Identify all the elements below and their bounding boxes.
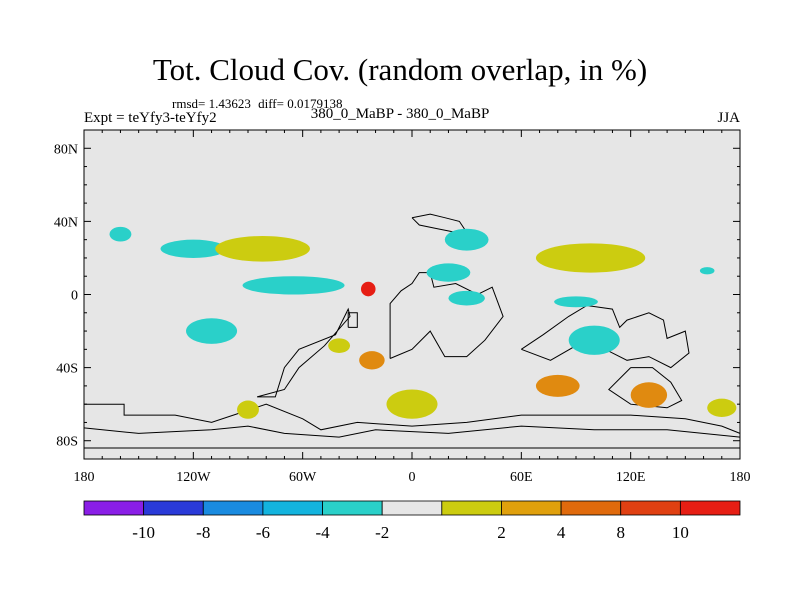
anomaly-region-3	[242, 276, 345, 295]
season-label: JJA	[717, 110, 740, 126]
y-tick-label-0: 80N	[54, 142, 78, 157]
coastline-7	[83, 425, 741, 438]
anomaly-region-1	[160, 239, 227, 258]
colorbar-label-8: 10	[672, 523, 689, 542]
x-tick-label-4: 60E	[510, 470, 533, 485]
anomaly-region-15	[630, 382, 668, 408]
colorbar-label-2: -6	[256, 523, 270, 542]
colorbar-label-6: 4	[557, 523, 566, 542]
diff-value: diff= 0.0179138	[258, 96, 343, 111]
colorbar-box-8	[560, 500, 622, 516]
anomaly-region-8	[535, 243, 646, 273]
colorbar-label-7: 8	[616, 523, 625, 542]
x-tick-label-3: 0	[409, 470, 416, 485]
y-tick-label-2: 0	[71, 289, 78, 304]
x-tick-label-5: 120E	[616, 470, 646, 485]
coastline-2	[347, 312, 358, 328]
anomaly-region-0	[109, 226, 132, 242]
anomaly-region-18	[568, 325, 620, 355]
colorbar-label-1: -8	[196, 523, 210, 542]
anomaly-region-5	[360, 281, 376, 297]
x-tick-label-1: 120W	[176, 470, 211, 485]
x-tick-label-2: 60W	[289, 470, 317, 485]
x-tick-label-6: 180	[730, 470, 751, 485]
coastline-4	[608, 367, 683, 409]
coastline-1	[256, 307, 351, 398]
anomaly-region-17	[444, 228, 489, 251]
chart-title: Tot. Cloud Cov. (random overlap, in %)	[152, 52, 648, 87]
anomaly-region-11	[328, 338, 351, 353]
colorbar-box-1	[143, 500, 204, 516]
anomaly-region-4	[186, 318, 238, 344]
colorbar-box-5	[381, 500, 443, 516]
x-tick-label-0: 180	[74, 470, 95, 485]
colorbar-box-6	[441, 500, 502, 516]
experiment-label: Expt = teYfy3-teYfy2	[84, 110, 217, 126]
colorbar-box-7	[501, 500, 562, 516]
anomaly-region-9	[554, 296, 598, 308]
anomaly-region-14	[535, 374, 580, 397]
colorbar-label-3: -4	[315, 523, 330, 542]
colorbar-box-0	[83, 500, 145, 516]
y-tick-label-1: 40N	[54, 215, 78, 230]
anomaly-region-13	[386, 389, 438, 419]
colorbar-label-5: 2	[497, 523, 506, 542]
anomaly-region-2	[215, 236, 310, 262]
anomaly-region-10	[699, 267, 715, 275]
colorbar-box-10	[679, 500, 741, 516]
colorbar-box-9	[620, 500, 681, 516]
y-tick-label-4: 80S	[56, 435, 78, 450]
rmsd-value: rmsd= 1.43623	[172, 96, 251, 111]
stats-line: rmsd= 1.43623 diff= 0.0179138	[172, 96, 346, 112]
colorbar-box-2	[202, 500, 264, 516]
comparison-label: 380_0_MaBP - 380_0_MaBP	[310, 106, 490, 122]
anomaly-region-6	[426, 263, 471, 282]
colorbar-label-4: -2	[375, 523, 389, 542]
colorbar-box-4	[322, 500, 383, 516]
coastline-5	[83, 403, 741, 449]
y-tick-label-3: 40S	[56, 362, 78, 377]
anomaly-region-16	[707, 398, 737, 417]
colorbar-box-3	[262, 500, 323, 516]
anomaly-region-19	[237, 400, 259, 419]
anomaly-region-7	[448, 290, 485, 306]
colorbar-label-0: -10	[132, 523, 155, 542]
anomaly-region-12	[359, 351, 385, 370]
